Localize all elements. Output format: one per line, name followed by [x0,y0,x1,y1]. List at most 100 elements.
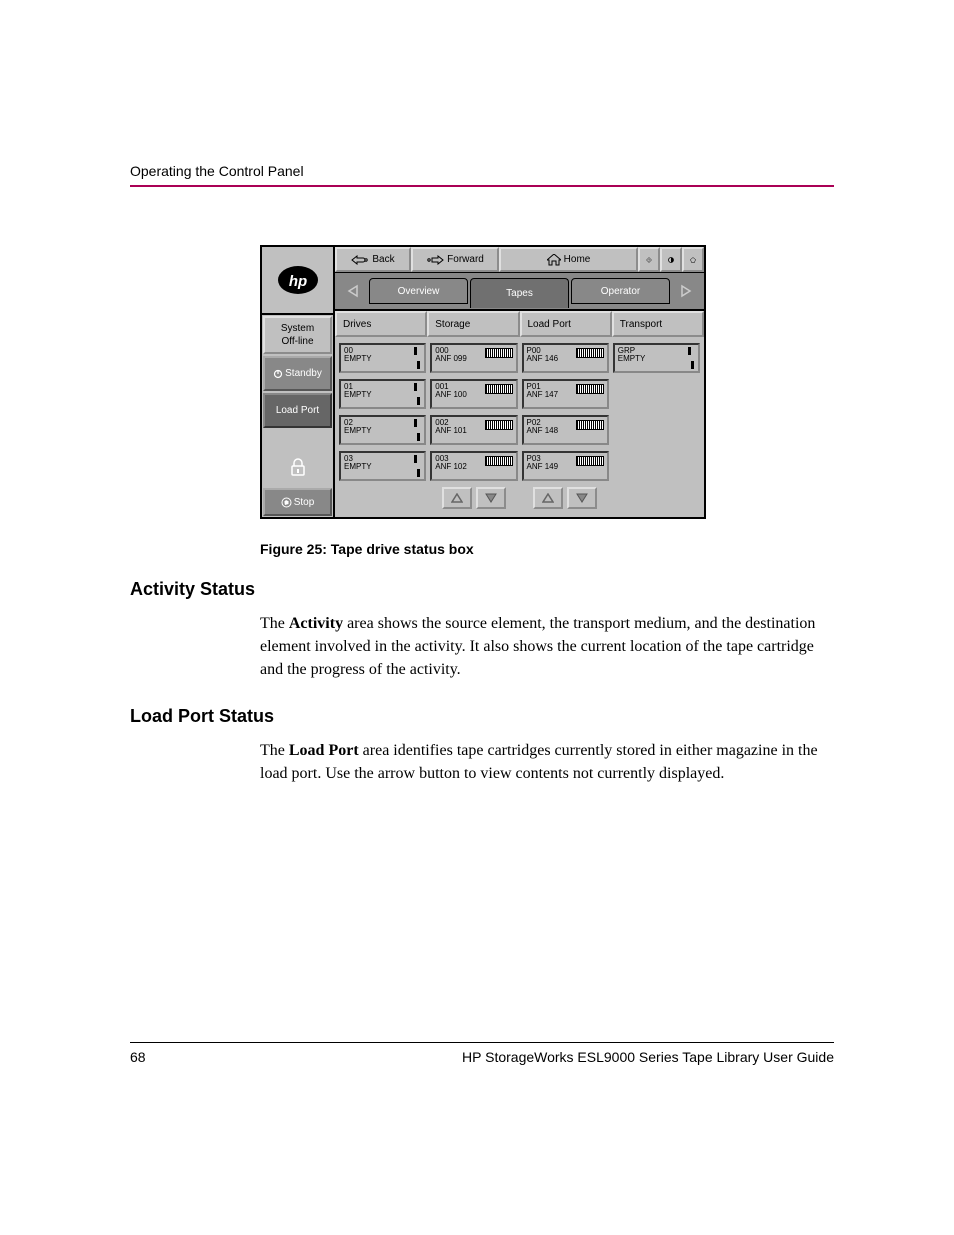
column-headers: Drives Storage Load Port Transport [335,309,704,337]
svg-text:hp: hp [288,273,306,290]
load-port-label: Load Port [276,405,319,416]
forward-button[interactable]: Forward [411,247,499,272]
loadport-slot[interactable]: P03ANF 149 [522,451,609,481]
footer-rule [130,1042,834,1043]
control-panel-screenshot: hp System Off-line Standby Load Port [260,245,706,519]
document-title: HP StorageWorks ESL9000 Series Tape Libr… [462,1049,834,1065]
triangle-up-icon [542,493,554,503]
home-icon [547,254,561,266]
drive-indicator-icon [414,455,420,477]
standby-button[interactable]: Standby [263,356,332,391]
stop-label: Stop [294,497,315,508]
slot-status: EMPTY [344,391,421,399]
security-button[interactable] [682,247,704,272]
figure-caption: Figure 25: Tape drive status box [260,541,834,557]
slot-status: EMPTY [618,355,695,363]
drive-indicator-icon [414,347,420,369]
text-bold: Load Port [289,742,359,759]
back-label: Back [372,254,394,265]
drive-indicator-icon [688,347,694,369]
col-drives: Drives [335,311,427,337]
load-port-button[interactable]: Load Port [263,393,332,428]
chapter-title: Operating the Control Panel [130,163,834,179]
diamond-question-icon: ? [646,254,652,266]
help-button[interactable]: ? [638,247,660,272]
activity-status-heading: Activity Status [130,579,834,600]
header-rule [130,185,834,187]
text: area shows the source element, the trans… [260,615,815,678]
system-line2: Off-line [281,336,313,347]
storage-slot[interactable]: 003ANF 102 [430,451,517,481]
contrast-button[interactable] [660,247,682,272]
slot-status: EMPTY [344,463,421,471]
triangle-down-icon [576,493,588,503]
triangle-up-icon [451,493,463,503]
storage-down-button[interactable] [476,487,506,509]
power-icon [273,369,283,379]
tab-operator[interactable]: Operator [571,278,670,304]
drive-slot[interactable]: 02EMPTY [339,415,426,445]
home-button[interactable]: Home [499,247,638,272]
loadport-down-button[interactable] [567,487,597,509]
text: The [260,615,289,632]
storage-scroll [430,487,517,509]
loadport-up-button[interactable] [533,487,563,509]
storage-column: 000ANF 099 001ANF 100 002ANF 101 003ANF … [430,343,517,509]
slot-status: EMPTY [344,427,421,435]
drive-slot[interactable]: 00EMPTY [339,343,426,373]
page-footer: 68 HP StorageWorks ESL9000 Series Tape L… [130,1042,834,1065]
barcode-icon [576,348,604,358]
main-area: Back Forward Home ? [335,247,704,517]
tab-prev-button[interactable] [339,277,367,305]
page-number: 68 [130,1049,146,1065]
barcode-icon [576,456,604,466]
barcode-icon [576,384,604,394]
drive-slot[interactable]: 01EMPTY [339,379,426,409]
contrast-icon [668,254,674,266]
tab-overview[interactable]: Overview [369,278,468,304]
barcode-icon [485,420,513,430]
standby-label: Standby [285,368,322,379]
storage-slot[interactable]: 002ANF 101 [430,415,517,445]
transport-slot[interactable]: GRPEMPTY [613,343,700,373]
stop-button[interactable]: Stop [263,488,332,516]
hp-logo: hp [262,247,333,315]
figure-25: hp System Off-line Standby Load Port [260,245,834,519]
grid-body: 00EMPTY 01EMPTY 02EMPTY 03EMPTY 000ANF 0… [335,337,704,517]
tab-tapes[interactable]: Tapes [470,278,569,308]
hand-icon [281,497,292,508]
sidebar: hp System Off-line Standby Load Port [262,247,335,517]
pentagon-icon [690,254,696,266]
loadport-status-body: The Load Port area identifies tape cartr… [260,739,834,785]
col-transport: Transport [612,311,704,337]
hp-logo-icon: hp [276,264,320,296]
drives-column: 00EMPTY 01EMPTY 02EMPTY 03EMPTY [339,343,426,509]
tab-next-button[interactable] [672,277,700,305]
text-bold: Activity [289,615,343,632]
forward-arrow-icon [426,255,444,265]
triangle-right-icon [679,284,693,298]
triangle-down-icon [485,493,497,503]
back-button[interactable]: Back [335,247,411,272]
barcode-icon [485,384,513,394]
tab-row: Overview Tapes Operator [335,273,704,309]
col-storage: Storage [427,311,519,337]
col-loadport: Load Port [520,311,612,337]
system-line1: System [281,323,314,334]
loadport-slot[interactable]: P02ANF 148 [522,415,609,445]
loadport-column: P00ANF 146 P01ANF 147 P02ANF 148 P03ANF … [522,343,609,509]
loadport-slot[interactable]: P00ANF 146 [522,343,609,373]
storage-up-button[interactable] [442,487,472,509]
slot-status: EMPTY [344,355,421,363]
storage-slot[interactable]: 001ANF 100 [430,379,517,409]
barcode-icon [485,348,513,358]
loadport-slot[interactable]: P01ANF 147 [522,379,609,409]
system-status-button[interactable]: System Off-line [263,316,332,354]
transport-column: GRPEMPTY [613,343,700,509]
back-arrow-icon [351,255,369,265]
drive-slot[interactable]: 03EMPTY [339,451,426,481]
lock-icon [289,457,307,477]
storage-slot[interactable]: 000ANF 099 [430,343,517,373]
drive-indicator-icon [414,419,420,441]
drive-indicator-icon [414,383,420,405]
